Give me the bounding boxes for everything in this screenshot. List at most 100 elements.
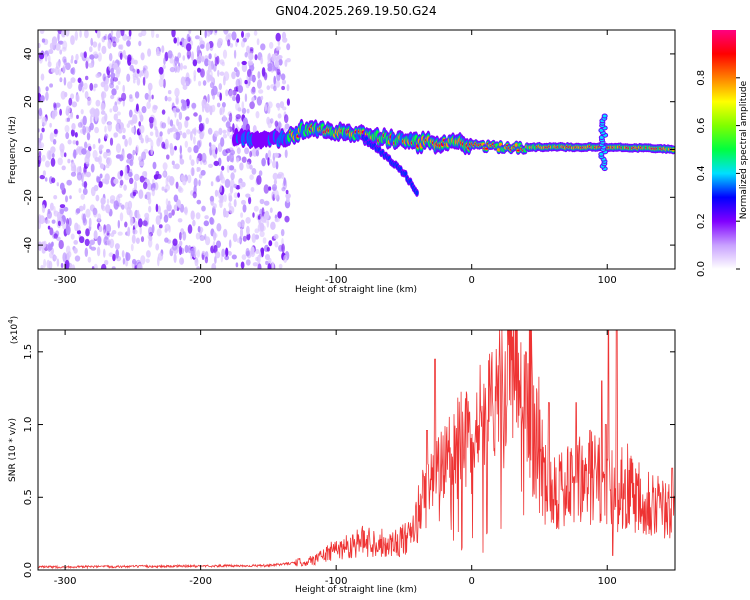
- spectrogram-speckle: [63, 58, 67, 66]
- spectrogram-speckle: [177, 218, 183, 223]
- spectrogram-speckle: [245, 217, 251, 224]
- x-tick-label: 100: [598, 275, 617, 286]
- spectrogram-speckle: [89, 46, 93, 53]
- spectrogram-speckle: [70, 233, 75, 240]
- spectrogram-x-ticks: -300 -200 -100 0 100: [54, 30, 617, 286]
- spectrogram-speckle: [245, 193, 251, 198]
- spectrogram-speckle: [177, 121, 183, 131]
- spectrogram-speckle: [132, 114, 138, 124]
- spectrogram-speckle: [190, 159, 195, 167]
- spectrogram-speckle: [134, 91, 140, 99]
- spectrogram-speckle: [222, 49, 228, 59]
- spectrogram-speckle: [275, 32, 281, 42]
- spectrogram-speckle: [161, 141, 166, 149]
- spectrogram-speckle: [194, 257, 199, 267]
- spectrogram-speckle: [135, 237, 140, 244]
- spectrogram-speckle: [100, 102, 105, 112]
- spectrogram-speckle: [164, 184, 170, 192]
- spectrogram-speckle: [213, 244, 218, 254]
- spectrogram-speckle: [142, 220, 148, 227]
- spectrogram-speckle: [41, 154, 46, 162]
- spectrogram-speckle: [114, 243, 120, 250]
- spectrogram-speckle: [89, 108, 95, 115]
- spectrogram-speckle: [168, 225, 171, 233]
- spectrogram-speckle: [38, 107, 43, 117]
- spectrogram-speckle: [49, 251, 54, 259]
- spectrogram-speckle: [282, 37, 288, 43]
- spectrogram-speckle: [285, 193, 291, 199]
- y-tick-label: 0.0: [23, 562, 34, 578]
- spectrogram-speckle: [198, 179, 201, 187]
- spectrogram-speckle: [122, 84, 125, 93]
- spectrogram-speckle: [103, 229, 106, 236]
- spectrogram-speckle: [213, 153, 217, 159]
- spectrogram-speckle: [224, 178, 231, 188]
- spectrogram-speckle: [140, 255, 146, 265]
- spectrogram-speckle: [93, 230, 98, 240]
- spectrogram-speckle: [167, 50, 173, 59]
- spectrogram-speckle: [272, 172, 278, 180]
- spectrogram-speckle: [216, 102, 221, 108]
- spectrogram-speckle: [278, 58, 283, 66]
- spectrogram-speckle: [237, 192, 241, 198]
- spectrogram-speckle: [236, 38, 240, 43]
- spectrogram-noise-layer: [38, 30, 291, 269]
- spectrogram-speckle: [216, 240, 221, 248]
- spectrogram-speckle: [239, 162, 244, 171]
- spectrogram-speckle: [196, 249, 200, 258]
- spectrogram-speckle: [62, 40, 68, 50]
- spectrogram-speckle: [246, 225, 250, 235]
- spectrogram-speckle: [61, 165, 66, 171]
- spectrogram-speckle: [73, 240, 78, 245]
- x-tick-label: 0: [469, 275, 475, 286]
- spectrogram-speckle: [115, 249, 119, 259]
- spectrogram-speckle: [138, 161, 145, 167]
- spectrogram-speckle: [266, 116, 271, 125]
- spectrogram-speckle: [201, 205, 206, 212]
- spectrogram-speckle: [75, 94, 80, 103]
- spectrogram-speckle: [167, 200, 171, 206]
- colorbar-label: Normalized spectral amplitude: [739, 80, 749, 219]
- spectrogram-speckle: [241, 199, 246, 205]
- spectrogram-speckle: [147, 48, 152, 57]
- spectrogram-speckle: [87, 256, 92, 263]
- spectrogram-speckle: [110, 67, 114, 74]
- colorbar: 0.0 0.2 0.4 0.6 0.8 Normalized spectral ampl…: [696, 30, 749, 277]
- spectrogram-speckle: [47, 225, 51, 230]
- spectrogram-speckle: [106, 148, 111, 153]
- spectrogram-speckle: [260, 95, 264, 101]
- spectrogram-speckle: [273, 85, 277, 92]
- spectrogram-speckle: [61, 30, 66, 38]
- spectrogram-speckle: [167, 116, 171, 125]
- spectrogram-speckle: [204, 30, 207, 39]
- spectrogram-speckle: [258, 89, 264, 94]
- spectrogram-speckle: [130, 243, 134, 252]
- spectrogram-speckle: [227, 251, 232, 256]
- spectrogram-speckle: [94, 112, 99, 122]
- spectrogram-speckle: [103, 248, 106, 258]
- spectrogram-speckle: [85, 60, 89, 69]
- spectrogram-speckle: [93, 263, 98, 269]
- spectrogram-speckle: [286, 84, 290, 92]
- spectrogram-speckle: [263, 200, 270, 206]
- snr-series-line: [38, 330, 675, 570]
- spectrogram-speckle: [195, 212, 201, 220]
- spectrogram-speckle: [204, 103, 211, 113]
- spectrogram-speckle: [231, 31, 237, 41]
- spectrogram-speckle: [59, 208, 65, 215]
- spectrogram-speckle: [256, 175, 262, 185]
- spectrogram-speckle: [104, 133, 109, 139]
- spectrogram-speckle: [183, 207, 188, 214]
- spectrogram-speckle: [125, 251, 129, 261]
- spectrogram-speckle: [251, 233, 256, 244]
- spectrogram-speckle: [286, 43, 291, 51]
- spectrogram-speckle: [246, 32, 251, 38]
- spectrogram-speckle: [81, 148, 87, 155]
- spectrogram-speckle: [96, 246, 101, 257]
- spectrogram-speckle: [240, 212, 244, 218]
- spectrogram-speckle: [148, 238, 153, 248]
- spectrogram-speckle: [169, 66, 176, 73]
- spectrogram-speckle: [78, 187, 82, 194]
- colorbar-tick-label: 0.8: [696, 70, 707, 86]
